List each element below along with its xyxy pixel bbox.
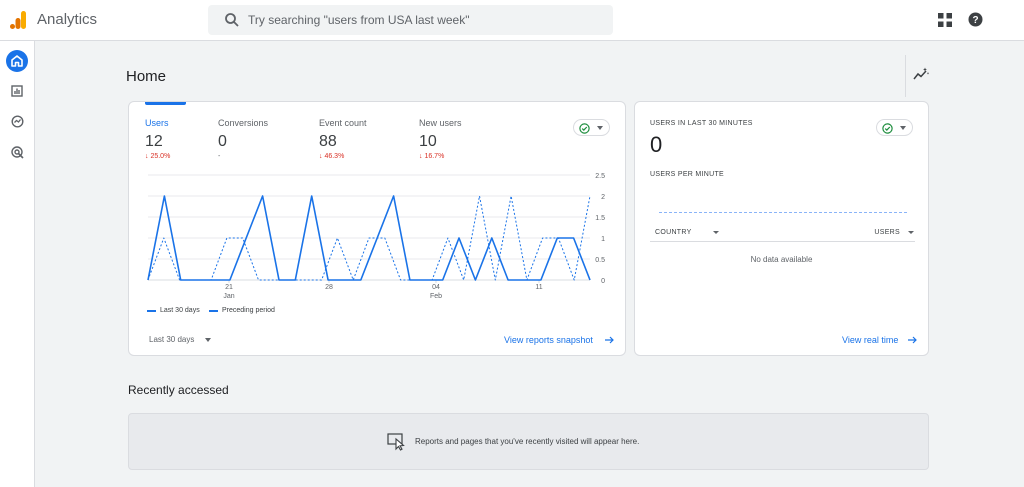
legend-label: Last 30 days — [160, 307, 200, 314]
y-tick-label: 2.5 — [595, 173, 605, 180]
metric-change-value: - — [218, 153, 221, 160]
column-header-country[interactable]: COUNTRY — [655, 229, 692, 236]
side-navigation — [0, 41, 35, 487]
arrow-right-icon[interactable] — [908, 336, 917, 344]
help-icon[interactable]: ? — [968, 12, 983, 27]
metric-conversions[interactable]: Conversions 0 - — [218, 118, 268, 160]
metric-label: Event count — [319, 118, 367, 128]
data-quality-button[interactable] — [573, 119, 610, 136]
home-icon — [11, 55, 23, 67]
metric-new-users[interactable]: New users 10 ↓ 16.7% — [419, 118, 462, 160]
metric-change: ↓ 25.0% — [145, 153, 170, 160]
app-title: Analytics — [37, 11, 98, 28]
metric-change-value: 25.0% — [150, 153, 171, 160]
check-circle-icon — [579, 123, 590, 134]
selected-tab-indicator — [145, 102, 186, 105]
column-header-users[interactable]: USERS — [874, 229, 900, 236]
x-tick-label: 28 — [325, 284, 333, 291]
date-range-selector[interactable]: Last 30 days — [149, 335, 195, 344]
y-tick-label: 0 — [601, 278, 605, 285]
nav-reports-button[interactable] — [6, 80, 28, 102]
realtime-card: USERS IN LAST 30 MINUTES 0 USERS PER MIN… — [634, 101, 929, 356]
x-tick-month-label: Jan — [223, 293, 234, 300]
recently-accessed-title: Recently accessed — [128, 383, 229, 397]
x-tick-month-label: Feb — [430, 293, 442, 300]
users-line-chart: 2.5 2 1.5 1 0.5 0 21 Jan 28 04 Feb 11 — [147, 173, 605, 300]
realtime-title: USERS IN LAST 30 MINUTES — [650, 120, 753, 127]
advertising-icon — [10, 145, 24, 159]
y-tick-label: 1 — [601, 236, 605, 243]
chevron-down-icon[interactable] — [205, 338, 211, 342]
top-app-bar: Analytics Try searching "users from USA … — [0, 0, 1024, 41]
down-arrow-icon: ↓ — [319, 153, 325, 160]
view-reports-snapshot-link[interactable]: View reports snapshot — [504, 335, 593, 345]
reports-icon — [11, 85, 23, 97]
nav-home-button[interactable] — [6, 50, 28, 72]
svg-text:?: ? — [972, 15, 978, 26]
legend-solid-swatch — [147, 309, 156, 312]
cursor-click-icon — [387, 433, 405, 451]
metric-value: 12 — [145, 133, 163, 150]
legend-label: Preceding period — [222, 307, 275, 314]
series-line-last-30-days — [147, 195, 591, 281]
recently-accessed-message: Reports and pages that you've recently v… — [415, 437, 640, 446]
explore-icon — [10, 114, 24, 128]
metric-value: 0 — [218, 133, 227, 150]
metric-label: Users — [145, 118, 169, 128]
realtime-value: 0 — [650, 132, 663, 157]
legend-dashed-swatch — [209, 309, 218, 312]
metric-users[interactable]: Users 12 ↓ 25.0% — [145, 118, 170, 160]
metric-change: - — [218, 153, 268, 160]
check-circle-icon — [882, 123, 893, 134]
x-tick-label: 04 — [432, 284, 440, 291]
series-line-preceding-period — [147, 195, 591, 281]
search-icon — [225, 13, 239, 27]
insights-icon[interactable] — [913, 67, 929, 81]
x-tick-label: 21 — [225, 284, 233, 291]
empty-state-text: No data available — [750, 255, 813, 264]
x-tick-label: 11 — [535, 284, 542, 291]
realtime-subtitle: USERS PER MINUTE — [650, 171, 725, 178]
legend-item-current[interactable]: Last 30 days — [147, 307, 200, 314]
metric-event-count[interactable]: Event count 88 ↓ 46.3% — [319, 118, 367, 160]
apps-grid-icon[interactable] — [938, 13, 952, 27]
recently-accessed-panel: Reports and pages that you've recently v… — [128, 413, 929, 470]
nav-advertising-button[interactable] — [6, 141, 28, 163]
arrow-right-icon[interactable] — [605, 336, 614, 344]
chevron-down-icon — [597, 126, 603, 130]
metric-change-value: 16.7% — [424, 153, 445, 160]
header-divider — [905, 55, 906, 97]
view-real-time-link[interactable]: View real time — [842, 335, 899, 345]
metric-value: 88 — [319, 133, 337, 150]
metric-change: ↓ 46.3% — [319, 153, 367, 160]
chevron-down-icon[interactable] — [713, 231, 719, 234]
chevron-down-icon[interactable] — [908, 231, 914, 234]
realtime-table-header: COUNTRY USERS — [650, 222, 915, 242]
page-title: Home — [126, 68, 167, 85]
overview-card: Users 12 ↓ 25.0% Conversions 0 - Event c… — [128, 101, 626, 356]
metric-value: 10 — [419, 133, 437, 150]
down-arrow-icon: ↓ — [145, 153, 151, 160]
metric-change-value: 46.3% — [324, 153, 345, 160]
search-input[interactable]: Try searching "users from USA last week" — [248, 13, 470, 27]
legend-item-previous[interactable]: Preceding period — [209, 307, 275, 314]
search-bar[interactable]: Try searching "users from USA last week" — [208, 5, 613, 35]
metric-change: ↓ 16.7% — [419, 153, 462, 160]
metric-label: New users — [419, 118, 462, 128]
chevron-down-icon — [900, 126, 906, 130]
users-per-minute-chart — [659, 212, 907, 213]
down-arrow-icon: ↓ — [419, 153, 425, 160]
nav-explore-button[interactable] — [6, 110, 28, 132]
data-quality-button[interactable] — [876, 119, 913, 136]
y-tick-label: 1.5 — [595, 215, 605, 222]
y-tick-label: 0.5 — [595, 257, 605, 264]
y-tick-label: 2 — [601, 194, 605, 201]
metric-label: Conversions — [218, 118, 269, 128]
analytics-logo-icon[interactable] — [10, 11, 26, 29]
